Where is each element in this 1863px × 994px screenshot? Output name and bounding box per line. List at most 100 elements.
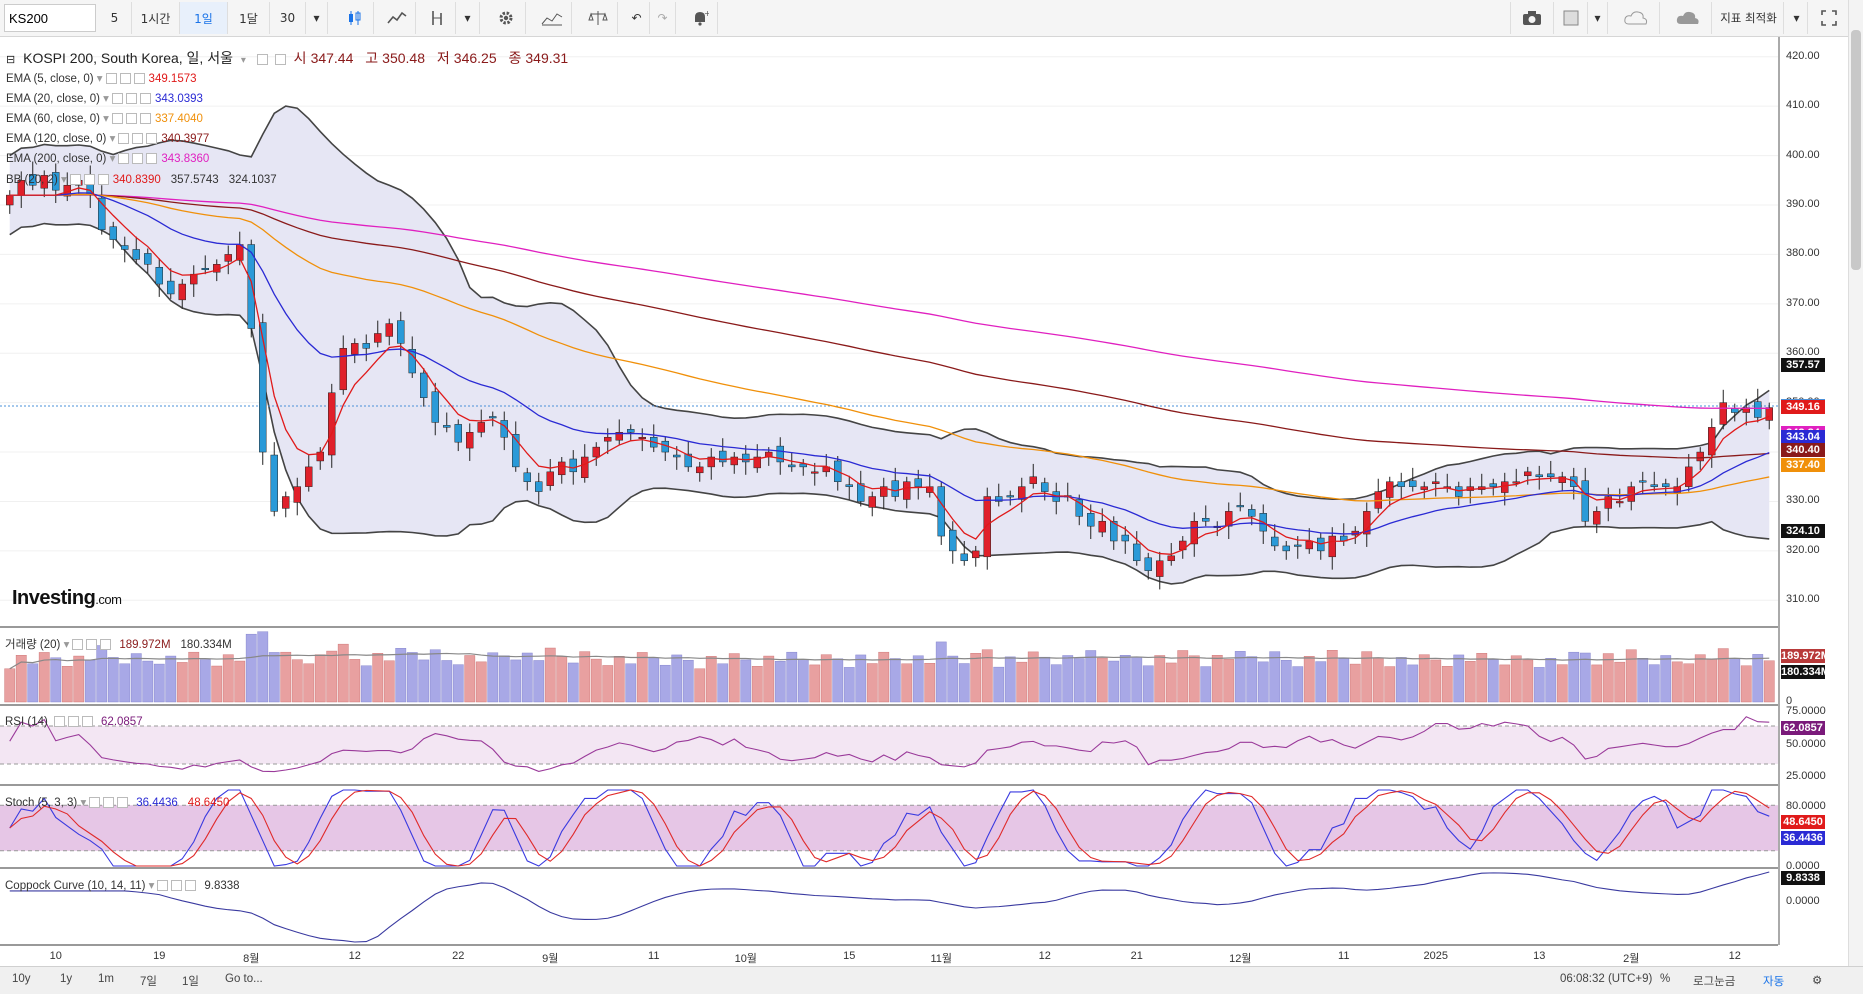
fullscreen-icon[interactable]: [1812, 2, 1846, 34]
pane-separators: [0, 626, 1778, 946]
candle-body: [1121, 534, 1129, 542]
range-1m[interactable]: 1m: [98, 973, 114, 985]
range-1y[interactable]: 1y: [60, 973, 73, 985]
volume-bar: [1073, 658, 1085, 703]
bb-legend[interactable]: BB (20, 2) ▾ 340.8390 357.5743 324.1037: [6, 174, 277, 186]
candle-body: [546, 471, 554, 486]
goto-button[interactable]: Go to...: [225, 973, 263, 985]
interval-dropdown-icon[interactable]: ▾: [306, 2, 328, 34]
ema200-legend[interactable]: EMA (200, close, 0) ▾ 343.8360: [6, 153, 210, 165]
volume-bar: [613, 656, 625, 703]
volume-bar: [1372, 657, 1384, 703]
alert-bell-icon[interactable]: +: [682, 2, 718, 34]
volume-bar: [866, 663, 878, 703]
coppock-legend[interactable]: Coppock Curve (10, 14, 11) ▾ 9.8338: [5, 880, 240, 892]
title-dropdown-icon[interactable]: ▾: [240, 55, 246, 66]
rsi-band: [0, 726, 1778, 764]
template-dropdown-icon[interactable]: ▾: [1588, 2, 1608, 34]
range-7d[interactable]: 7일: [140, 976, 157, 988]
bottom-settings-icon[interactable]: ⚙: [1812, 975, 1823, 987]
volume-bar: [314, 654, 326, 703]
line-chart-icon[interactable]: [378, 2, 416, 34]
volume-bar: [165, 655, 177, 703]
volume-bar: [1315, 661, 1327, 703]
volume-bar: [1660, 655, 1672, 703]
collapse-icon[interactable]: ⊟: [6, 54, 16, 66]
candle-body: [1765, 407, 1773, 421]
candle-body: [374, 333, 382, 343]
volume-bar: [395, 648, 407, 703]
candle-body: [1581, 480, 1589, 522]
volume-bar: [947, 655, 959, 703]
date-axis-label: 9월: [542, 953, 559, 965]
ohlc-low-label: 저: [436, 50, 450, 66]
candle-body: [1386, 481, 1394, 498]
volume-bar: [349, 659, 361, 703]
candle-body: [857, 483, 865, 502]
volume-bar: [1533, 667, 1545, 703]
settings-icon[interactable]: [274, 54, 286, 65]
cloud-save-icon[interactable]: [1664, 2, 1712, 34]
volume-bar: [1464, 661, 1476, 703]
volume-legend[interactable]: 거래량 (20) ▾ 189.972M 180.334M: [5, 639, 232, 651]
settings-gear-icon[interactable]: [486, 2, 526, 34]
undo-icon[interactable]: ↶: [624, 2, 650, 34]
eye-icon[interactable]: [256, 54, 268, 65]
candle-body: [270, 454, 278, 512]
optimize-dropdown-icon[interactable]: ▾: [1786, 2, 1808, 34]
balance-scale-icon[interactable]: [578, 2, 618, 34]
volume-bar: [498, 655, 510, 703]
price-tag: 340.40: [1781, 443, 1825, 458]
indicator-lines: [9, 187, 1770, 555]
camera-icon[interactable]: [1510, 2, 1554, 34]
rsi-legend[interactable]: RSI (14) 62.0857: [5, 716, 143, 728]
volume-bar: [1487, 659, 1499, 703]
interval-1d[interactable]: 1일: [180, 2, 228, 34]
compare-icon[interactable]: [420, 2, 456, 34]
candle-body: [788, 464, 796, 468]
volume-bar: [1269, 651, 1281, 703]
volume-bar: [1326, 650, 1338, 703]
price-axis-label: 310.00: [1786, 593, 1820, 606]
scrollbar-thumb[interactable]: [1851, 30, 1861, 270]
redo-icon[interactable]: ↷: [650, 2, 676, 34]
candle-body: [52, 172, 60, 191]
clock-time: 06:08:32 (UTC+9): [1560, 973, 1653, 985]
volume-bar: [337, 643, 349, 703]
template-icon[interactable]: [1554, 2, 1588, 34]
price-axis-label: 390.00: [1786, 198, 1820, 210]
vertical-scrollbar[interactable]: [1848, 0, 1863, 966]
candle-body: [1512, 481, 1520, 484]
ema5-legend[interactable]: EMA (5, close, 0) ▾ 349.1573: [6, 73, 197, 85]
volume-bar: [27, 663, 39, 703]
stoch-legend[interactable]: Stoch (5, 3, 3) ▾ 36.4436 48.6450: [5, 797, 230, 809]
cloud-load-icon[interactable]: [1612, 2, 1660, 34]
log-scale-toggle[interactable]: 로그눈금: [1693, 976, 1736, 988]
interval-custom[interactable]: 30: [270, 2, 306, 34]
ema120-legend[interactable]: EMA (120, close, 0) ▾ 340.3977: [6, 133, 210, 145]
ema60-legend[interactable]: EMA (60, close, 0) ▾ 337.4040: [6, 113, 203, 125]
range-1d[interactable]: 1일: [182, 976, 199, 988]
ema20-legend[interactable]: EMA (20, close, 0) ▾ 343.0393: [6, 93, 203, 105]
compare-dropdown-icon[interactable]: ▾: [456, 2, 480, 34]
symbol-input[interactable]: [4, 4, 96, 32]
auto-scale-toggle[interactable]: 자동: [1763, 976, 1785, 988]
volume-bar: [1188, 655, 1200, 703]
candle-body: [6, 194, 14, 206]
volume-bar: [383, 660, 395, 703]
indicator-optimize-button[interactable]: 지표 최적화: [1714, 2, 1784, 34]
candle-style-icon[interactable]: [336, 2, 374, 34]
indicators-icon[interactable]: [532, 2, 572, 34]
volume-bar: [682, 659, 694, 703]
volume-bar: [4, 668, 16, 703]
interval-1h[interactable]: 1시간: [132, 2, 180, 34]
candle-body: [684, 453, 692, 468]
interval-5[interactable]: 5: [98, 2, 132, 34]
percent-toggle[interactable]: %: [1660, 973, 1671, 985]
interval-1mo[interactable]: 1달: [228, 2, 270, 34]
volume-bar: [1200, 666, 1212, 703]
candle-body: [627, 429, 635, 433]
candle-body: [443, 425, 451, 428]
range-10y[interactable]: 10y: [12, 973, 31, 985]
